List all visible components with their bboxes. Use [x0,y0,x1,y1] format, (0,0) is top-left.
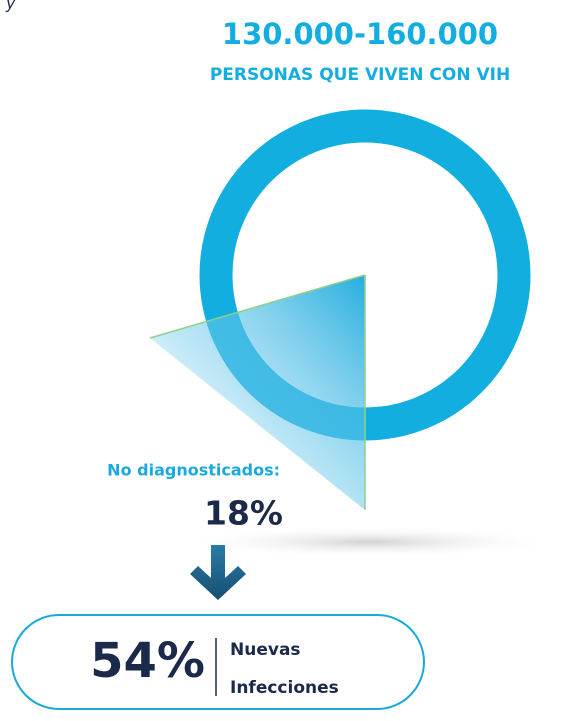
down-arrow [190,545,246,600]
undiagnosed-value: 18% [204,494,283,533]
undiagnosed-label: No diagnosticados: [107,461,280,480]
new-infections-label: Infecciones [230,678,339,698]
pill [11,614,425,710]
fragment-text: y [5,0,16,13]
new-infections-label: Nuevas [230,640,301,660]
wedge-edge [149,274,366,339]
new-infections-value: 54% [90,633,205,689]
range-title: 130.000-160.000 [222,17,498,51]
shadow [180,526,560,558]
wedge [150,275,365,510]
subtitle: PERSONAS QUE VIVEN CON VIH [210,65,510,85]
